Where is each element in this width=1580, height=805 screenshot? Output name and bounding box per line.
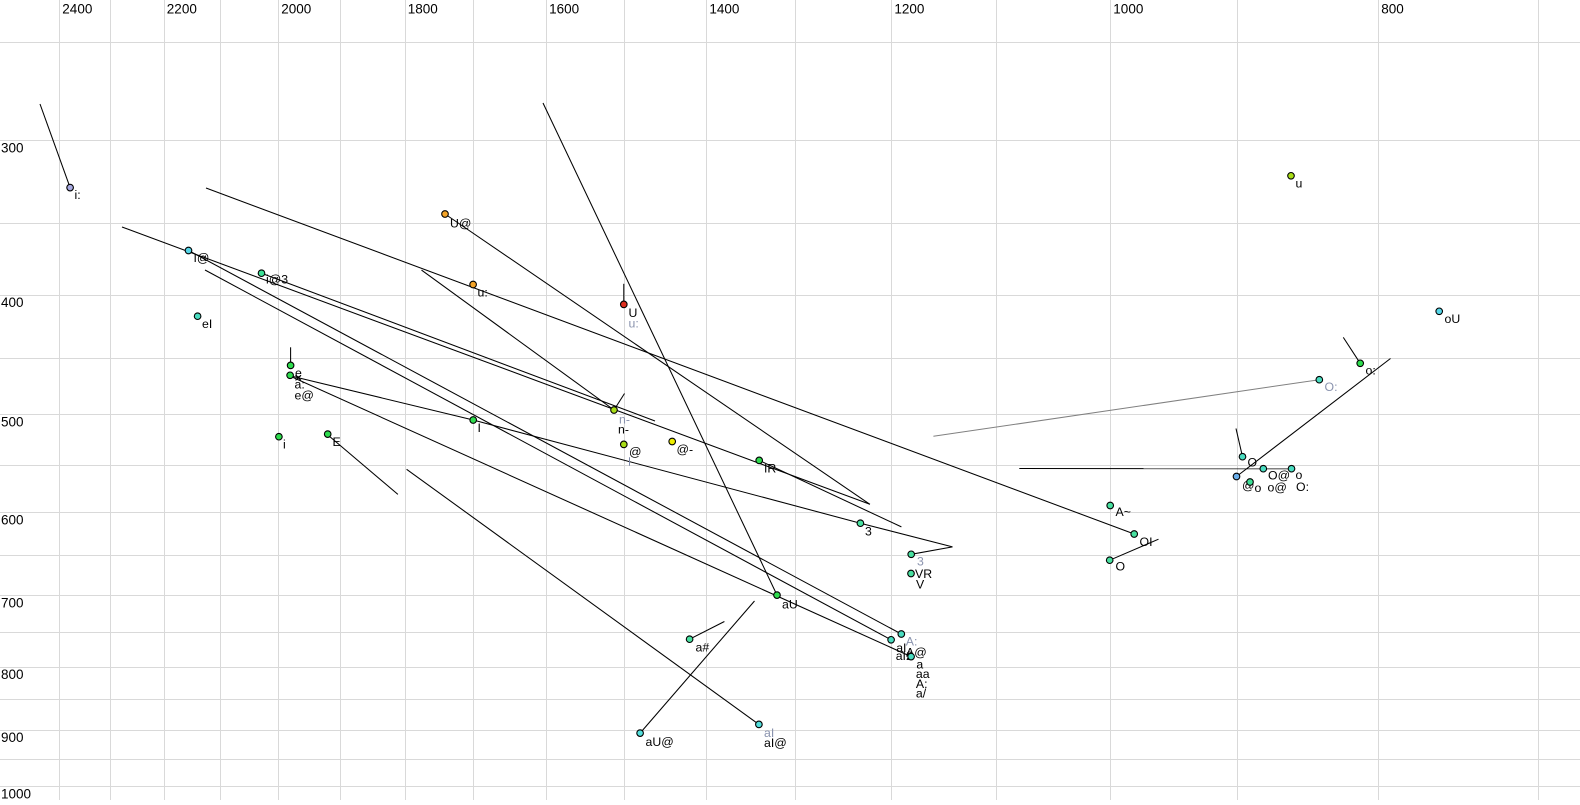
svg-text:o: o <box>1255 481 1262 495</box>
svg-text:a#: a# <box>696 641 710 655</box>
svg-text:eI: eI <box>202 317 212 331</box>
svg-text:2000: 2000 <box>281 2 311 17</box>
svg-text:u:: u: <box>629 317 639 331</box>
svg-text:@-: @- <box>677 443 694 457</box>
svg-text:i@3: i@3 <box>266 273 288 287</box>
svg-text:1800: 1800 <box>408 2 438 17</box>
svg-text:U@: U@ <box>450 217 471 231</box>
svg-text:a/: a/ <box>916 687 927 701</box>
svg-text:o:: o: <box>1366 364 1376 378</box>
svg-text:800: 800 <box>1 667 24 682</box>
svg-text:A~: A~ <box>1116 505 1131 519</box>
svg-text:n-: n- <box>618 423 629 437</box>
svg-text:oU: oU <box>1445 312 1461 326</box>
svg-text:500: 500 <box>1 415 24 430</box>
svg-text:700: 700 <box>1 595 24 610</box>
svg-text:3: 3 <box>865 525 872 539</box>
svg-text:i:: i: <box>75 188 81 202</box>
svg-text:aU: aU <box>782 598 798 612</box>
svg-text:e@: e@ <box>295 389 314 403</box>
svg-text:aU@: aU@ <box>646 735 674 749</box>
svg-text:300: 300 <box>1 141 24 156</box>
svg-text:u:: u: <box>478 286 488 300</box>
svg-text:1000: 1000 <box>1113 2 1143 17</box>
svg-text:I@: I@ <box>194 251 210 265</box>
svg-text:2200: 2200 <box>167 2 197 17</box>
svg-text:OI: OI <box>1140 535 1153 549</box>
svg-text:O: O <box>1248 456 1258 470</box>
svg-text:900: 900 <box>1 730 24 745</box>
svg-text:o@: o@ <box>1268 481 1287 495</box>
svg-text:O:: O: <box>1296 480 1309 494</box>
svg-text:600: 600 <box>1 513 24 528</box>
svg-text:1200: 1200 <box>894 2 924 17</box>
svg-text:V: V <box>916 578 925 592</box>
svg-text:@: @ <box>629 445 641 459</box>
svg-text:400: 400 <box>1 295 24 310</box>
svg-text:E: E <box>333 435 341 449</box>
svg-text:u: u <box>1296 177 1303 191</box>
svg-text:O:: O: <box>1325 380 1338 394</box>
svg-text:2400: 2400 <box>62 2 92 17</box>
svg-text:I: I <box>478 421 481 435</box>
svg-text:aI@: aI@ <box>764 736 787 750</box>
svg-text:1000: 1000 <box>1 787 31 800</box>
svg-text:i: i <box>283 438 286 452</box>
svg-text:1600: 1600 <box>549 2 579 17</box>
svg-text:800: 800 <box>1381 2 1404 17</box>
svg-text:1400: 1400 <box>709 2 739 17</box>
svg-text:IR: IR <box>764 462 776 476</box>
svg-text:O: O <box>1116 560 1126 574</box>
